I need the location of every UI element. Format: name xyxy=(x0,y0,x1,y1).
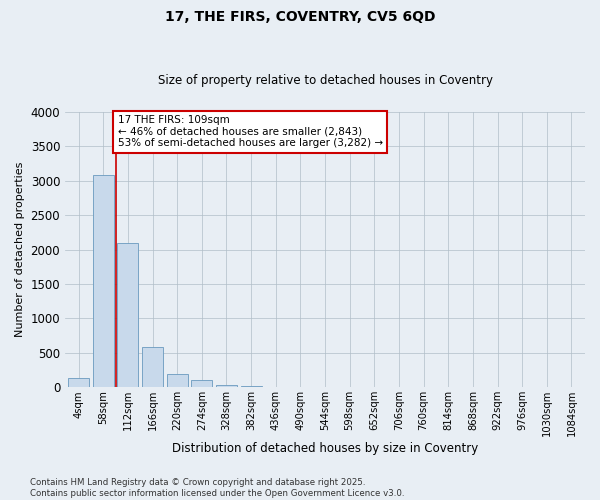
Text: Contains HM Land Registry data © Crown copyright and database right 2025.
Contai: Contains HM Land Registry data © Crown c… xyxy=(30,478,404,498)
Bar xyxy=(93,175,114,388)
Title: Size of property relative to detached houses in Coventry: Size of property relative to detached ho… xyxy=(158,74,493,87)
Bar xyxy=(265,386,286,388)
Bar xyxy=(142,346,163,388)
Bar xyxy=(216,384,237,388)
Bar xyxy=(167,374,188,388)
Text: 17, THE FIRS, COVENTRY, CV5 6QD: 17, THE FIRS, COVENTRY, CV5 6QD xyxy=(165,10,435,24)
Text: 17 THE FIRS: 109sqm
← 46% of detached houses are smaller (2,843)
53% of semi-det: 17 THE FIRS: 109sqm ← 46% of detached ho… xyxy=(118,115,383,148)
Bar xyxy=(241,386,262,388)
Bar xyxy=(191,380,212,388)
X-axis label: Distribution of detached houses by size in Coventry: Distribution of detached houses by size … xyxy=(172,442,478,455)
Y-axis label: Number of detached properties: Number of detached properties xyxy=(15,162,25,337)
Bar xyxy=(118,242,139,388)
Bar xyxy=(68,378,89,388)
